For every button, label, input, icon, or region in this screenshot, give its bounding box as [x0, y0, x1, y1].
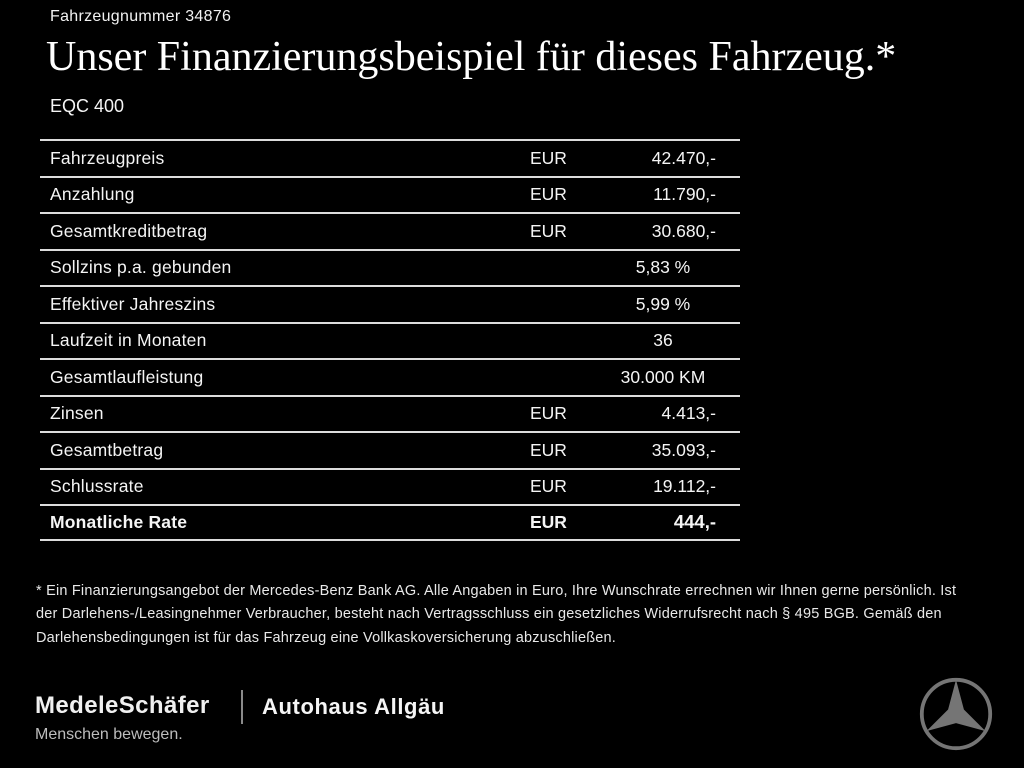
row-label: Gesamtlaufleistung: [50, 366, 204, 387]
row-label: Schlussrate: [50, 476, 144, 497]
table-row: Gesamtbetrag EUR 35.093,-: [40, 431, 740, 468]
dealer-logo-medele-schaefer: MedeleSchäfer: [35, 692, 210, 719]
row-value: 42.470,-: [651, 147, 716, 168]
table-row: Effektiver Jahreszins 5,99 %: [40, 285, 740, 322]
table-row: Fahrzeugpreis EUR 42.470,-: [40, 139, 740, 176]
table-row: Zinsen EUR 4.413,-: [40, 394, 740, 432]
financing-table: Fahrzeugpreis EUR 42.470,- Anzahlung EUR 1…: [40, 139, 740, 541]
row-value: 30.000 KM: [620, 366, 706, 387]
row-currency: EUR: [530, 476, 567, 497]
row-label: Gesamtkreditbetrag: [50, 220, 208, 241]
row-value: 35.093,-: [651, 439, 716, 460]
table-row: Schlussrate EUR 19.112,-: [40, 467, 740, 505]
row-value: 36: [653, 330, 673, 351]
row-label: Effektiver Jahreszins: [50, 293, 216, 314]
row-currency: EUR: [530, 147, 567, 168]
row-currency: EUR: [530, 439, 567, 460]
row-value: 4.413,-: [661, 403, 716, 424]
row-label: Laufzeit in Monaten: [50, 330, 207, 351]
footer-divider: [241, 690, 243, 724]
dealer-logo-autohaus-allgaeu: Autohaus Allgäu: [262, 694, 445, 719]
legal-footnote: * Ein Finanzierungsangebot der Mercedes-…: [36, 583, 957, 646]
row-label: Monatliche Rate: [50, 511, 188, 532]
row-value: 444,-: [673, 511, 716, 533]
row-value: 19.112,-: [653, 476, 716, 497]
row-currency: EUR: [530, 511, 567, 532]
table-row-monthly-rate: Monatliche Rate EUR 444,-: [40, 504, 740, 541]
row-currency: EUR: [530, 184, 567, 205]
row-value: 11.790,-: [653, 184, 716, 205]
row-value: 5,83 %: [635, 257, 691, 278]
page-title: Unser Finanzierungsbeispiel für dieses F…: [46, 34, 897, 80]
row-label: Gesamtbetrag: [50, 439, 164, 460]
dealer-tagline: Menschen bewegen.: [35, 726, 183, 743]
row-currency: EUR: [530, 403, 567, 424]
table-row: Sollzins p.a. gebunden 5,83 %: [40, 248, 740, 286]
table-row: Gesamtkreditbetrag EUR 30.680,-: [40, 212, 740, 249]
row-label: Anzahlung: [50, 184, 135, 205]
table-row: Anzahlung EUR 11.790,-: [40, 175, 740, 213]
vehicle-number: Fahrzeugnummer 34876: [50, 8, 232, 25]
vehicle-model: EQC 400: [50, 96, 125, 116]
row-currency: EUR: [530, 220, 567, 241]
row-label: Sollzins p.a. gebunden: [50, 257, 232, 278]
row-label: Zinsen: [50, 403, 104, 424]
mercedes-star-icon: [918, 676, 994, 752]
table-row: Laufzeit in Monaten 36: [40, 321, 740, 359]
footer: MedeleSchäfer Menschen bewegen. Autohaus…: [0, 676, 1024, 768]
row-value: 30.680,-: [651, 220, 716, 241]
row-value: 5,99 %: [635, 293, 691, 314]
row-label: Fahrzeugpreis: [50, 147, 165, 168]
table-row: Gesamtlaufleistung 30.000 KM: [40, 358, 740, 395]
